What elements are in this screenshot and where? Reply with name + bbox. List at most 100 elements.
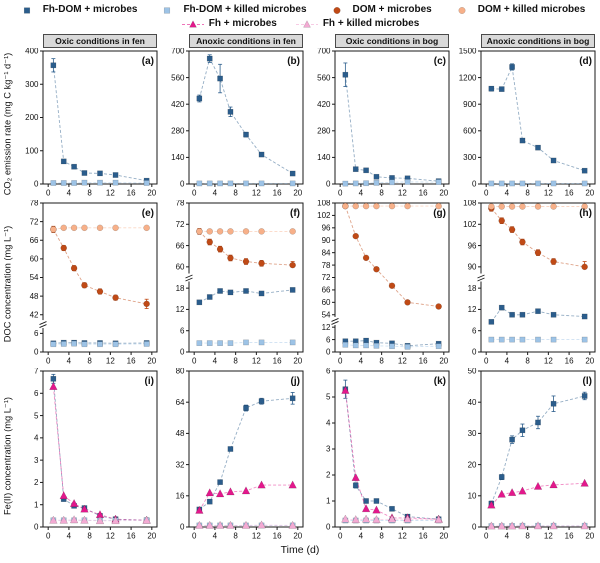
svg-text:8: 8 bbox=[87, 189, 92, 198]
svg-text:0: 0 bbox=[180, 523, 185, 532]
circle-marker-icon bbox=[458, 6, 466, 14]
svg-text:280: 280 bbox=[171, 127, 185, 136]
svg-text:0: 0 bbox=[326, 180, 331, 189]
svg-text:1: 1 bbox=[326, 497, 331, 506]
svg-text:8: 8 bbox=[525, 189, 530, 198]
svg-text:700: 700 bbox=[171, 48, 185, 56]
svg-text:5: 5 bbox=[326, 393, 331, 402]
svg-text:4: 4 bbox=[505, 532, 510, 541]
column-header-anoxic-fen: Anoxic conditions in fen bbox=[189, 34, 303, 48]
svg-text:0: 0 bbox=[472, 348, 477, 357]
svg-text:20: 20 bbox=[147, 189, 156, 198]
svg-text:0: 0 bbox=[338, 357, 343, 366]
svg-text:16: 16 bbox=[419, 357, 428, 366]
svg-text:12: 12 bbox=[176, 305, 185, 314]
svg-text:16: 16 bbox=[565, 357, 574, 366]
svg-text:60: 60 bbox=[176, 263, 185, 272]
legend-label: DOM + killed microbes bbox=[477, 4, 586, 15]
svg-text:12: 12 bbox=[252, 532, 261, 541]
svg-text:20: 20 bbox=[293, 357, 302, 366]
svg-text:140: 140 bbox=[317, 153, 331, 162]
x-axis-label: Time (d) bbox=[280, 544, 320, 556]
svg-text:8: 8 bbox=[87, 532, 92, 541]
svg-text:20: 20 bbox=[439, 357, 448, 366]
svg-text:300: 300 bbox=[25, 80, 39, 89]
svg-text:20: 20 bbox=[585, 357, 594, 366]
legend-item: Fh + killed microbes bbox=[295, 17, 419, 31]
svg-text:8: 8 bbox=[233, 189, 238, 198]
svg-text:78: 78 bbox=[176, 200, 185, 208]
svg-text:(j): (j) bbox=[291, 376, 300, 387]
svg-text:(g): (g) bbox=[433, 208, 446, 219]
svg-text:6: 6 bbox=[34, 389, 39, 398]
panel-j: 0 16 32 48 64 80 0 4 8 12 16 20 (j) bbox=[162, 368, 308, 543]
square-marker-icon bbox=[164, 6, 171, 14]
svg-text:96: 96 bbox=[468, 241, 477, 250]
y-axis-strip-fe: Fe(II) concentration (mg L⁻¹) bbox=[0, 368, 16, 543]
svg-text:16: 16 bbox=[127, 357, 136, 366]
svg-text:0: 0 bbox=[180, 180, 185, 189]
triangle-marker-icon bbox=[181, 19, 204, 28]
svg-text:420: 420 bbox=[317, 100, 331, 109]
panel-d: 0 300 600 900 1200 1500 0 4 8 12 16 20 (d) bbox=[454, 48, 600, 200]
svg-text:20: 20 bbox=[439, 532, 448, 541]
svg-text:20: 20 bbox=[439, 189, 448, 198]
svg-text:20: 20 bbox=[468, 460, 477, 469]
svg-text:(b): (b) bbox=[287, 56, 300, 67]
panel-l: 0 10 20 30 40 50 0 4 8 12 16 20 (l) bbox=[454, 368, 600, 543]
svg-text:3: 3 bbox=[326, 445, 331, 454]
svg-text:4: 4 bbox=[505, 357, 510, 366]
svg-text:900: 900 bbox=[463, 100, 477, 109]
svg-text:20: 20 bbox=[293, 532, 302, 541]
svg-text:12: 12 bbox=[252, 357, 261, 366]
svg-text:12: 12 bbox=[544, 357, 553, 366]
y-axis-strip-co2: CO₂ emission rate (mg C kg⁻¹ d⁻¹) bbox=[0, 48, 16, 200]
svg-text:12: 12 bbox=[398, 357, 407, 366]
svg-text:300: 300 bbox=[463, 153, 477, 162]
svg-text:700: 700 bbox=[317, 48, 331, 56]
svg-text:(f): (f) bbox=[290, 208, 300, 219]
svg-text:90: 90 bbox=[322, 236, 331, 245]
svg-text:280: 280 bbox=[317, 127, 331, 136]
legend-item: Fh-DOM + killed microbes bbox=[155, 3, 307, 17]
panel-i: 0 1 2 3 4 5 6 7 0 4 8 12 16 20 (i) bbox=[16, 368, 162, 543]
svg-text:12: 12 bbox=[322, 323, 331, 332]
svg-text:8: 8 bbox=[525, 357, 530, 366]
svg-text:0: 0 bbox=[192, 532, 197, 541]
svg-text:54: 54 bbox=[322, 310, 331, 319]
square-marker-icon bbox=[23, 6, 30, 14]
legend-label: Fh + killed microbes bbox=[322, 18, 420, 29]
svg-text:2: 2 bbox=[326, 471, 331, 480]
svg-text:16: 16 bbox=[565, 189, 574, 198]
svg-text:90: 90 bbox=[468, 263, 477, 272]
svg-text:16: 16 bbox=[176, 492, 185, 501]
svg-text:0: 0 bbox=[34, 523, 39, 532]
svg-text:0: 0 bbox=[484, 357, 489, 366]
svg-text:80: 80 bbox=[176, 368, 185, 376]
legend-item: Fh + microbes bbox=[181, 17, 277, 31]
y-axis-label-co2: CO₂ emission rate (mg C kg⁻¹ d⁻¹) bbox=[2, 52, 13, 196]
svg-text:20: 20 bbox=[147, 532, 156, 541]
header-spacer bbox=[0, 34, 16, 48]
legend-item: DOM + killed microbes bbox=[450, 3, 586, 17]
svg-text:8: 8 bbox=[379, 189, 384, 198]
svg-text:(l): (l) bbox=[583, 376, 592, 387]
svg-text:16: 16 bbox=[273, 189, 282, 198]
svg-text:3: 3 bbox=[34, 456, 39, 465]
svg-text:16: 16 bbox=[419, 189, 428, 198]
svg-text:48: 48 bbox=[176, 429, 185, 438]
svg-text:66: 66 bbox=[30, 236, 39, 245]
svg-text:42: 42 bbox=[30, 310, 39, 319]
svg-text:16: 16 bbox=[127, 189, 136, 198]
svg-text:6: 6 bbox=[34, 329, 39, 338]
svg-text:4: 4 bbox=[67, 532, 72, 541]
panel-g: 0 6 12 54 60 66 72 78 84 90 96 102 108 0 4 8 12 16 20 (g) bbox=[308, 200, 454, 368]
svg-text:(d): (d) bbox=[579, 56, 592, 67]
svg-text:8: 8 bbox=[233, 532, 238, 541]
svg-text:6: 6 bbox=[326, 335, 331, 344]
svg-text:20: 20 bbox=[585, 189, 594, 198]
svg-text:60: 60 bbox=[30, 255, 39, 264]
svg-text:8: 8 bbox=[233, 357, 238, 366]
legend-item: DOM + microbes bbox=[325, 3, 432, 17]
svg-text:1: 1 bbox=[34, 500, 39, 509]
